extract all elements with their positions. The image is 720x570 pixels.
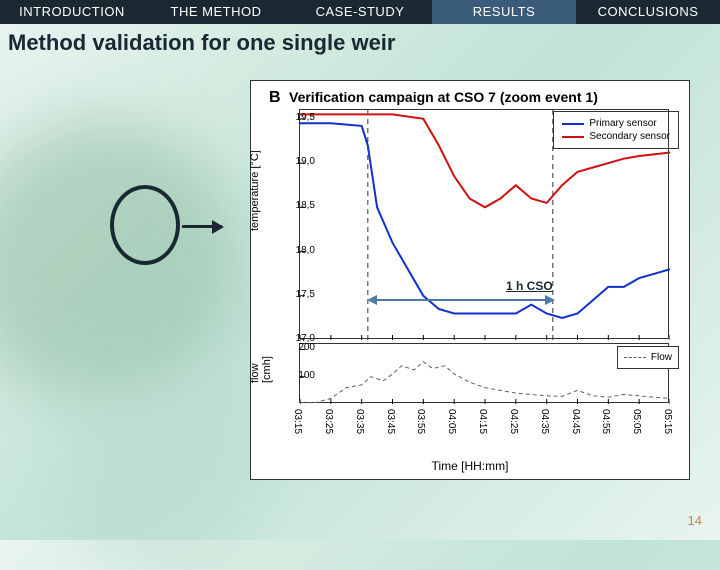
- plot-upper: [299, 109, 669, 339]
- xtick: 04:15: [477, 409, 488, 449]
- nav-tabs: INTRODUCTION THE METHOD CASE-STUDY RESUL…: [0, 0, 720, 24]
- ylabel-flow: flow [cmh]: [249, 356, 273, 383]
- tab-results[interactable]: RESULTS: [432, 0, 576, 24]
- ytick: 19,5: [285, 112, 315, 123]
- chart-letter: B: [269, 89, 281, 107]
- callout-arrow: [182, 225, 222, 228]
- xtick: 04:25: [508, 409, 519, 449]
- xtick: 04:05: [446, 409, 457, 449]
- tab-casestudy[interactable]: CASE-STUDY: [288, 0, 432, 24]
- cso-annotation-label: 1 h CSO: [506, 279, 553, 293]
- ytick: 18,0: [285, 245, 315, 256]
- ylabel-temperature: temperature [°C]: [249, 150, 261, 231]
- tab-introduction[interactable]: INTRODUCTION: [0, 0, 144, 24]
- ytick: 17,5: [285, 289, 315, 300]
- ytick: 19,0: [285, 156, 315, 167]
- xtick: 03:45: [385, 409, 396, 449]
- page-subtitle: Method validation for one single weir: [8, 30, 395, 56]
- ytick: 100: [285, 370, 315, 381]
- plot-lower: [299, 343, 669, 403]
- xtick: 03:25: [323, 409, 334, 449]
- xtick: 04:55: [600, 409, 611, 449]
- xlabel: Time [HH:mm]: [432, 459, 509, 473]
- ytick: 200: [285, 342, 315, 353]
- callout-circle: [110, 185, 180, 265]
- ytick: 18,5: [285, 200, 315, 211]
- xtick: 05:15: [662, 409, 673, 449]
- xtick: 03:15: [292, 409, 303, 449]
- tab-conclusions[interactable]: CONCLUSIONS: [576, 0, 720, 24]
- xtick: 03:55: [415, 409, 426, 449]
- legend-lower: Flow: [617, 346, 679, 369]
- xtick: 03:35: [354, 409, 365, 449]
- tab-method[interactable]: THE METHOD: [144, 0, 288, 24]
- xtick: 04:35: [539, 409, 550, 449]
- xtick: 04:45: [570, 409, 581, 449]
- cso-annotation-arrow: [369, 299, 553, 301]
- chart-title: Verification campaign at CSO 7 (zoom eve…: [289, 89, 598, 105]
- chart: B Verification campaign at CSO 7 (zoom e…: [250, 80, 690, 480]
- xtick: 05:05: [631, 409, 642, 449]
- slide-number: 14: [688, 513, 702, 528]
- legend-label: Flow: [651, 352, 672, 363]
